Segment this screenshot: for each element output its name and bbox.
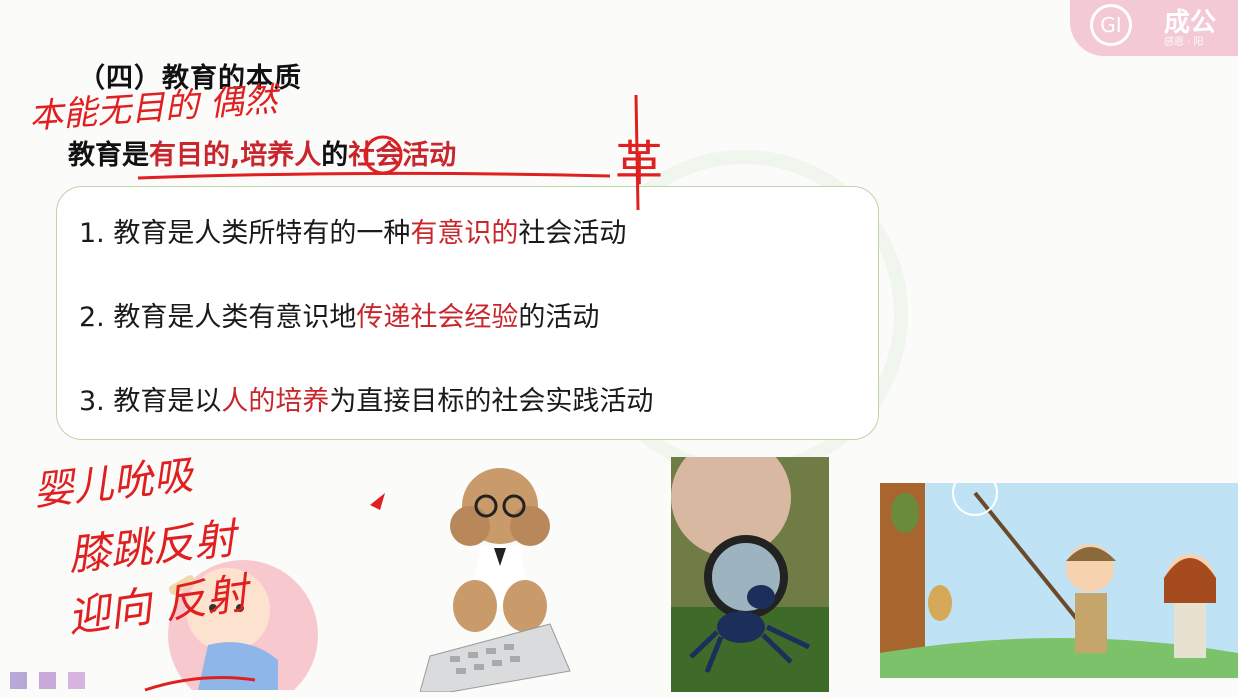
section-heading: （四）教育的本质 bbox=[78, 63, 302, 94]
baby-illustration bbox=[138, 540, 348, 690]
point-text: 教育是以 bbox=[113, 386, 222, 417]
point-highlight: 传递社会经验 bbox=[356, 302, 519, 333]
pen-cursor-icon bbox=[370, 493, 385, 510]
point-text: 教育是人类有意识地 bbox=[113, 302, 357, 333]
definition-highlight: 有目的,培养人 bbox=[149, 140, 322, 171]
square-3 bbox=[68, 672, 85, 689]
logo-icon: GI bbox=[1090, 4, 1132, 46]
point-highlight: 有意识的 bbox=[410, 218, 519, 249]
point-text: 教育是人类所特有的一种 bbox=[113, 218, 411, 249]
point-text-end: 的活动 bbox=[518, 302, 600, 333]
definition-prefix: 教育是 bbox=[68, 140, 149, 171]
ant-magnifier-photo bbox=[671, 457, 829, 692]
point-number: 3. bbox=[79, 386, 105, 417]
note-sucking-reflex: 婴儿吮吸 bbox=[31, 452, 197, 515]
definition-suffix: 社会活动 bbox=[348, 140, 457, 171]
logo-name: 成公 bbox=[1164, 8, 1217, 38]
logo-tagline: 感恩 · 阳 bbox=[1164, 37, 1204, 48]
point-text-end: 社会活动 bbox=[518, 218, 627, 249]
kids-catching-cicada-illustration bbox=[880, 483, 1238, 678]
point-number: 2. bbox=[79, 302, 105, 333]
point-text-end: 为直接目标的社会实践活动 bbox=[329, 386, 654, 417]
poodle-illustration bbox=[420, 456, 580, 692]
definition-middle: 的 bbox=[321, 140, 349, 171]
slide-decoration-squares bbox=[10, 672, 85, 689]
point-2: 2. 教育是人类有意识地传递社会经验的活动 bbox=[79, 295, 599, 334]
point-number: 1. bbox=[79, 218, 105, 249]
point-1: 1. 教育是人类所特有的一种有意识的社会活动 bbox=[79, 211, 626, 250]
definition-sentence: 教育是有目的,培养人的社会活动 bbox=[68, 133, 456, 172]
square-2 bbox=[39, 672, 56, 689]
square-1 bbox=[10, 672, 27, 689]
point-highlight: 人的培养 bbox=[221, 386, 330, 417]
brand-logo: GI 成公 感恩 · 阳 bbox=[1070, 0, 1238, 56]
essence-points-box: 1. 教育是人类所特有的一种有意识的社会活动 2. 教育是人类有意识地传递社会经… bbox=[56, 186, 879, 440]
point-3: 3. 教育是以人的培养为直接目标的社会实践活动 bbox=[79, 379, 653, 418]
